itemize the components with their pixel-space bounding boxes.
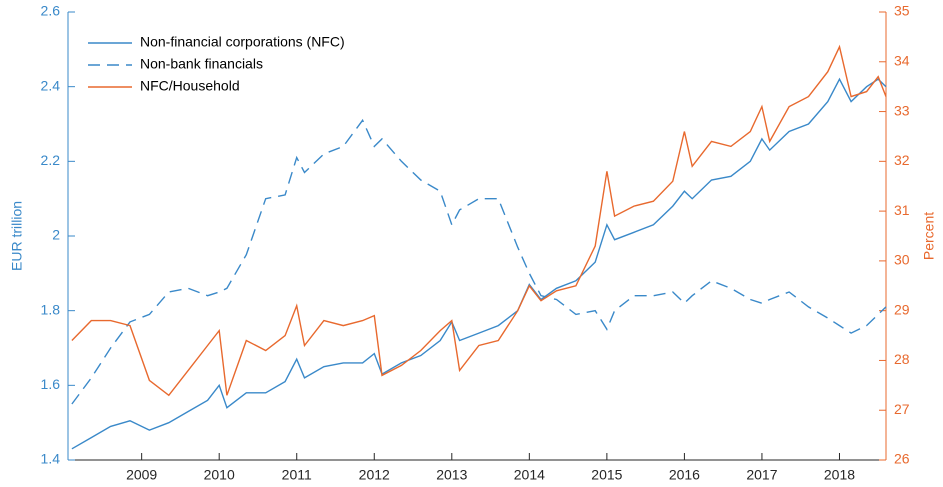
x-tick-label: 2012 <box>359 467 390 483</box>
legend-label: Non-financial corporations (NFC) <box>140 34 345 50</box>
y-tick-label: 2 <box>52 227 60 243</box>
y2-tick-label: 32 <box>894 152 910 168</box>
y-tick-label: 2.2 <box>41 152 61 168</box>
y2-tick-label: 29 <box>894 301 910 317</box>
x-tick-label: 2017 <box>746 467 777 483</box>
y2-tick-label: 35 <box>894 3 910 19</box>
data-line <box>71 44 887 397</box>
y-tick-label: 1.4 <box>41 451 61 467</box>
x-tick-label: 2010 <box>204 467 235 483</box>
y2-tick-label: 30 <box>894 252 910 268</box>
y2-axis-label: Percent <box>921 212 937 260</box>
legend-label: NFC/Household <box>140 78 240 94</box>
x-tick-label: 2018 <box>824 467 855 483</box>
y-axis-label: EUR trillion <box>9 201 25 271</box>
y2-tick-label: 26 <box>894 451 910 467</box>
data-line <box>71 118 887 405</box>
x-tick-label: 2016 <box>669 467 700 483</box>
y2-tick-label: 28 <box>894 351 910 367</box>
y-tick-label: 1.6 <box>41 376 61 392</box>
y2-tick-label: 33 <box>894 102 910 118</box>
y-tick-label: 1.8 <box>41 301 61 317</box>
y2-tick-label: 31 <box>894 202 910 218</box>
y-tick-label: 2.4 <box>41 77 61 93</box>
y2-tick-label: 27 <box>894 401 910 417</box>
x-tick-label: 2011 <box>282 467 312 483</box>
legend-label: Non-bank financials <box>140 56 263 72</box>
y-tick-label: 2.6 <box>41 3 61 19</box>
x-tick-label: 2014 <box>514 467 545 483</box>
x-tick-label: 2015 <box>591 467 622 483</box>
y2-tick-label: 34 <box>894 52 910 68</box>
x-tick-label: 2013 <box>436 467 467 483</box>
data-line <box>71 77 887 450</box>
x-tick-label: 2009 <box>126 467 157 483</box>
